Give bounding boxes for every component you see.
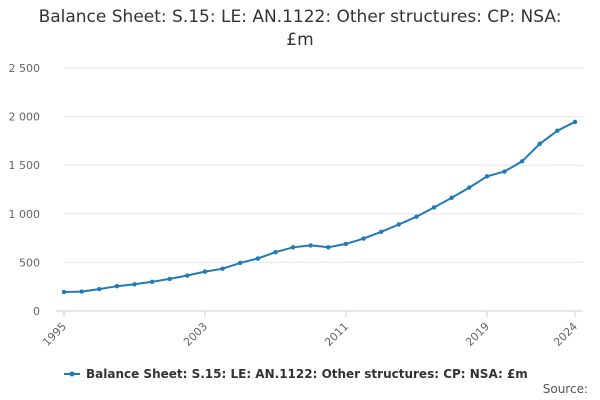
data-point[interactable] xyxy=(202,269,208,274)
data-point[interactable] xyxy=(378,229,384,234)
y-tick-label: 0 xyxy=(33,305,40,318)
y-tick-label: 2 000 xyxy=(9,111,41,124)
x-tick-label: 2019 xyxy=(463,320,492,349)
data-point[interactable] xyxy=(308,243,313,248)
data-point[interactable] xyxy=(519,159,525,164)
y-axis-ticks: 0 500 1 000 1 500 2 000 2 500 xyxy=(9,62,41,318)
data-point[interactable] xyxy=(572,119,578,125)
data-point[interactable] xyxy=(114,284,120,289)
legend-label: Balance Sheet: S.15: LE: AN.1122: Other … xyxy=(86,367,528,381)
data-point[interactable] xyxy=(449,195,454,200)
x-tick-label: 2024 xyxy=(551,320,580,349)
data-point[interactable] xyxy=(361,236,366,241)
data-point[interactable] xyxy=(414,214,419,219)
data-point[interactable] xyxy=(502,169,507,174)
legend-swatch xyxy=(64,371,80,377)
data-point[interactable] xyxy=(220,266,225,271)
data-point[interactable] xyxy=(132,282,137,287)
x-tick-label: 2003 xyxy=(181,320,210,349)
x-tick-label: 1995 xyxy=(40,320,69,349)
chart-title: Balance Sheet: S.15: LE: AN.1122: Other … xyxy=(38,7,562,50)
data-point[interactable] xyxy=(149,279,155,285)
y-tick-label: 1 000 xyxy=(9,208,41,221)
data-point[interactable] xyxy=(343,241,349,247)
data-point[interactable] xyxy=(61,289,67,295)
source-label: Source: xyxy=(542,382,588,396)
data-point[interactable] xyxy=(255,256,261,261)
data-point[interactable] xyxy=(467,185,472,190)
data-point[interactable] xyxy=(290,245,296,250)
data-point[interactable] xyxy=(555,128,560,133)
data-point[interactable] xyxy=(273,249,278,255)
data-point[interactable] xyxy=(431,205,437,210)
y-tick-label: 2 500 xyxy=(9,62,41,75)
y-tick-label: 500 xyxy=(19,256,40,269)
gridlines xyxy=(64,67,583,263)
data-point[interactable] xyxy=(484,174,490,179)
x-tick-label: 2011 xyxy=(322,320,351,349)
data-point[interactable] xyxy=(396,222,401,227)
legend[interactable]: Balance Sheet: S.15: LE: AN.1122: Other … xyxy=(64,367,528,381)
data-point[interactable] xyxy=(97,286,102,292)
data-point[interactable] xyxy=(167,276,172,282)
data-point[interactable] xyxy=(326,245,331,250)
y-tick-label: 1 500 xyxy=(9,159,41,172)
series-points xyxy=(61,119,578,295)
x-axis-ticks: 1995 2003 2011 2019 2024 xyxy=(40,311,580,349)
data-point[interactable] xyxy=(238,260,243,266)
data-point[interactable] xyxy=(79,289,84,294)
series-line xyxy=(63,121,576,293)
data-point[interactable] xyxy=(537,141,542,147)
data-point[interactable] xyxy=(185,273,190,278)
